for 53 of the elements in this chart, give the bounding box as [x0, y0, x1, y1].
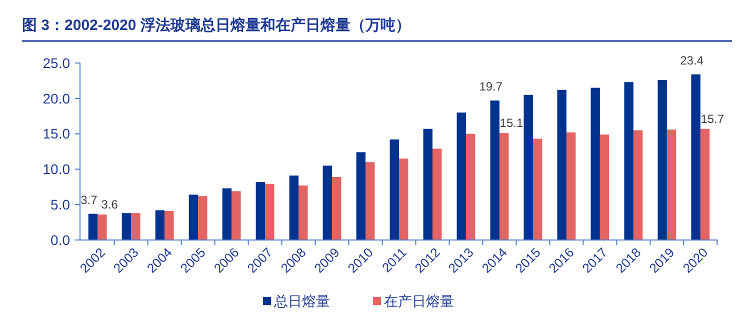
y-tick-label: 5.0: [50, 196, 70, 212]
bar: [222, 188, 232, 240]
bar: [322, 166, 332, 240]
bar: [356, 152, 366, 240]
data-label: 19.7: [479, 80, 503, 94]
bar: [466, 134, 476, 240]
bar: [155, 210, 165, 240]
data-label: 15.1: [500, 116, 524, 130]
bar: [164, 210, 174, 240]
bar: [700, 128, 710, 240]
bar: [566, 132, 576, 240]
bar: [232, 191, 241, 240]
bar: [298, 185, 308, 240]
bar: [399, 158, 408, 240]
bar: [188, 194, 198, 240]
bar: [122, 213, 132, 240]
bar: [524, 94, 533, 240]
y-tick-label: 15.0: [42, 126, 70, 142]
data-label: 3.6: [101, 198, 118, 212]
data-label: 15.7: [700, 112, 724, 126]
y-tick-label: 0.0: [50, 232, 70, 248]
bar: [423, 128, 432, 240]
legend-label: 在产日熔量: [384, 293, 454, 309]
bar: [532, 138, 542, 240]
bar: [98, 214, 107, 240]
bar: [499, 133, 509, 240]
bar: [624, 82, 634, 240]
y-tick-label: 20.0: [42, 90, 70, 106]
bar: [390, 139, 399, 240]
bar: [557, 90, 566, 240]
data-label: 3.7: [80, 192, 98, 207]
bar: [490, 100, 500, 240]
bar: [600, 134, 610, 240]
bar: [198, 196, 208, 240]
bar: [590, 88, 600, 240]
bar: [289, 176, 299, 240]
chart-title: 图 3：2002-2020 浮法玻璃总日熔量和在产日熔量（万吨）: [22, 16, 410, 34]
bar: [265, 184, 274, 240]
data-label: 23.4: [680, 53, 704, 68]
bar: [332, 176, 342, 240]
y-tick-label: 10.0: [42, 161, 70, 178]
bar: [666, 130, 676, 240]
bar: [88, 214, 98, 240]
bar: [456, 112, 466, 240]
bar: [691, 74, 700, 240]
bar: [366, 162, 375, 240]
bar: [256, 182, 266, 240]
bar: [658, 80, 667, 240]
bar: [633, 130, 643, 240]
bar: [131, 213, 140, 240]
legend-label: 总日熔量: [273, 293, 330, 309]
bar: [432, 148, 442, 240]
y-tick-label: 25.0: [42, 54, 70, 71]
